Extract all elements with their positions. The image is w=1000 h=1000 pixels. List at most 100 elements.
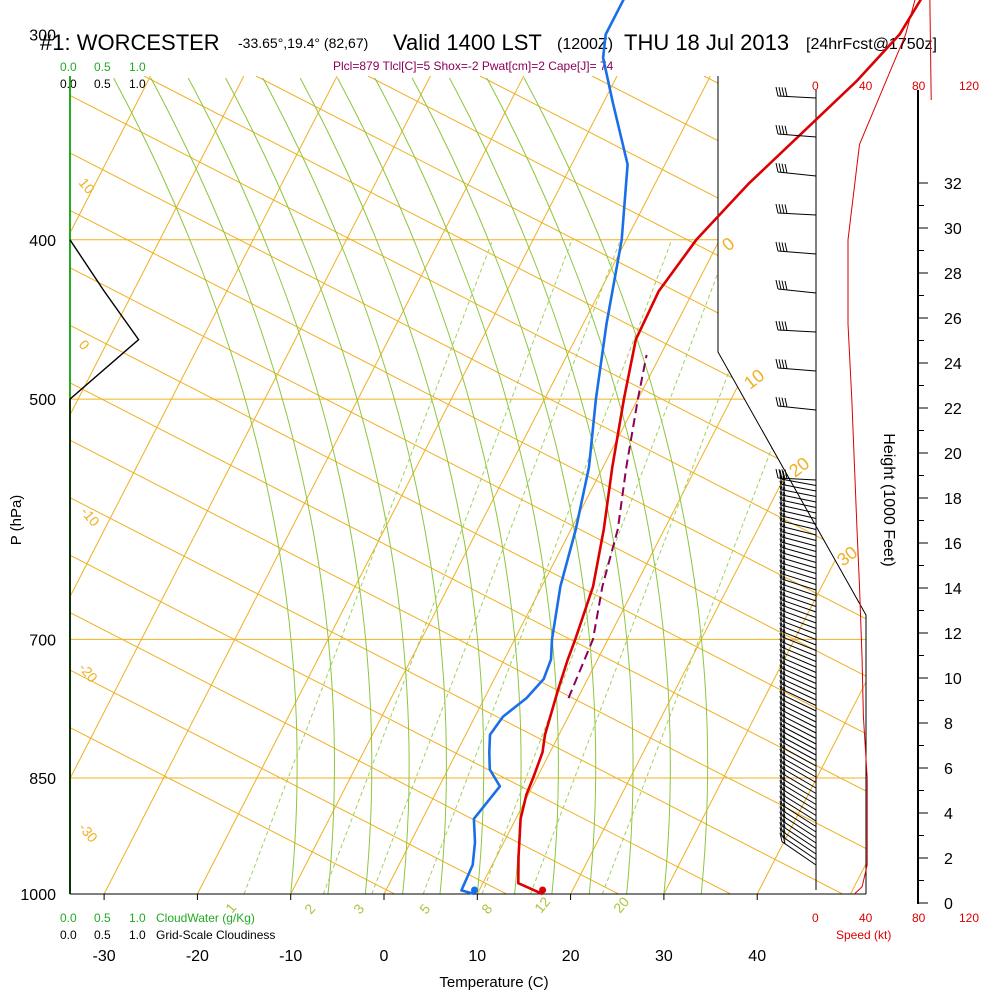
- barb-staff: [781, 547, 817, 558]
- wind-barb: [779, 485, 817, 503]
- barb-feather: [782, 671, 786, 681]
- parcel-trace: [567, 354, 648, 699]
- barb-feather: [779, 827, 783, 837]
- barb-feather: [782, 760, 786, 771]
- cloudwater-tick: 1.0: [129, 911, 146, 925]
- wind-barb: [779, 743, 817, 772]
- wind-barb: [779, 559, 817, 580]
- wind-barb: [775, 203, 817, 216]
- barb-staff: [781, 510, 817, 519]
- barb-feather: [779, 653, 783, 664]
- barb-feather: [779, 554, 783, 564]
- wind-barbs: [775, 86, 817, 866]
- barb-feather: [782, 650, 786, 660]
- height-tick-label: 18: [944, 491, 962, 508]
- barb-staff: [781, 531, 817, 541]
- barb-feather: [782, 560, 786, 570]
- barb-feather: [782, 576, 786, 586]
- barb-staff: [781, 836, 817, 860]
- barb-feather: [782, 750, 786, 760]
- barb-feather: [779, 590, 783, 601]
- barb-feather: [782, 592, 786, 602]
- wind-barb: [775, 396, 817, 411]
- barb-feather: [779, 585, 783, 595]
- barb-feather: [778, 204, 782, 214]
- cloudwater-tick: 0.5: [94, 911, 111, 925]
- barb-feather: [781, 163, 785, 173]
- barb-staff: [781, 841, 817, 866]
- height-tick-label: 20: [944, 446, 962, 463]
- barb-feather: [782, 639, 786, 649]
- isotherm-line: [663, 76, 866, 894]
- zulu-time: (1200Z): [557, 36, 613, 53]
- barb-feather: [782, 697, 786, 707]
- barb-staff: [781, 767, 817, 789]
- barb-feather: [778, 280, 782, 290]
- cloudiness-line: [69, 239, 140, 894]
- barb-feather: [782, 481, 786, 491]
- barb-feather: [779, 506, 783, 517]
- barb-feather: [775, 203, 779, 214]
- height-tick-label: 10: [944, 671, 962, 688]
- cloudiness-tick: 1.0: [129, 928, 146, 942]
- height-axis-label: Height (1000 Feet): [880, 433, 897, 566]
- mixing-ratio-label: 8: [478, 901, 495, 917]
- wind-barb: [779, 517, 817, 536]
- barb-staff: [781, 704, 817, 723]
- height-tick-label: 16: [944, 536, 962, 553]
- height-tick-label: 4: [944, 806, 953, 823]
- moist-adiabat-line: [187, 77, 373, 894]
- barb-feather: [781, 359, 785, 369]
- barb-staff: [781, 636, 817, 651]
- speed-tick: 80: [912, 79, 926, 93]
- cloudiness-tick: 0.0: [60, 77, 77, 91]
- barb-feather: [782, 834, 786, 844]
- barb-feather: [782, 723, 786, 734]
- barb-staff: [781, 620, 817, 635]
- barb-feather: [779, 617, 783, 627]
- wind-barb: [779, 827, 817, 860]
- barb-staff: [781, 825, 817, 849]
- height-tick-label: 28: [944, 266, 962, 283]
- barb-feather: [782, 555, 786, 565]
- barb-feather: [779, 774, 783, 785]
- barb-feather: [775, 241, 779, 252]
- barb-staff: [777, 212, 817, 216]
- barb-feather: [782, 797, 786, 807]
- barb-staff: [781, 725, 817, 745]
- dry-adiabat-label: 0: [76, 337, 93, 353]
- barb-feather: [782, 729, 786, 739]
- barb-feather: [779, 538, 783, 548]
- speed-tick: 0: [812, 79, 819, 93]
- height-tick-label: 30: [944, 221, 962, 238]
- skew-frame-edge: [717, 76, 867, 894]
- barb-staff: [781, 683, 817, 701]
- barb-feather: [779, 832, 783, 842]
- cloudwater-tick: 1.0: [129, 60, 146, 74]
- barb-staff: [781, 631, 817, 646]
- wind-barb: [779, 601, 817, 624]
- speed-tick: 40: [859, 911, 873, 925]
- chart-header: #1: WORCESTER -33.65°,19.4° (82,67) Vali…: [40, 30, 937, 73]
- wind-barb: [779, 790, 817, 822]
- barb-staff: [781, 762, 817, 783]
- barb-feather: [779, 748, 783, 758]
- barb-staff: [781, 799, 817, 822]
- barb-feather: [782, 634, 786, 644]
- surface-dewpoint-dot: [471, 886, 479, 894]
- barb-staff: [781, 494, 817, 503]
- wind-barb: [779, 575, 817, 596]
- barb-feather: [782, 497, 786, 507]
- barb-feather: [779, 690, 783, 700]
- barb-feather: [782, 744, 786, 755]
- barb-staff: [781, 804, 817, 827]
- dry-adiabat-line: [70, 76, 866, 894]
- wind-barb: [779, 769, 817, 800]
- isotherm-line: [383, 76, 805, 894]
- barb-feather: [779, 790, 783, 800]
- wind-barb: [779, 501, 817, 519]
- barb-feather: [778, 242, 782, 252]
- speed-tick: 80: [912, 911, 926, 925]
- barb-feather: [779, 543, 783, 553]
- barb-feather: [779, 501, 783, 511]
